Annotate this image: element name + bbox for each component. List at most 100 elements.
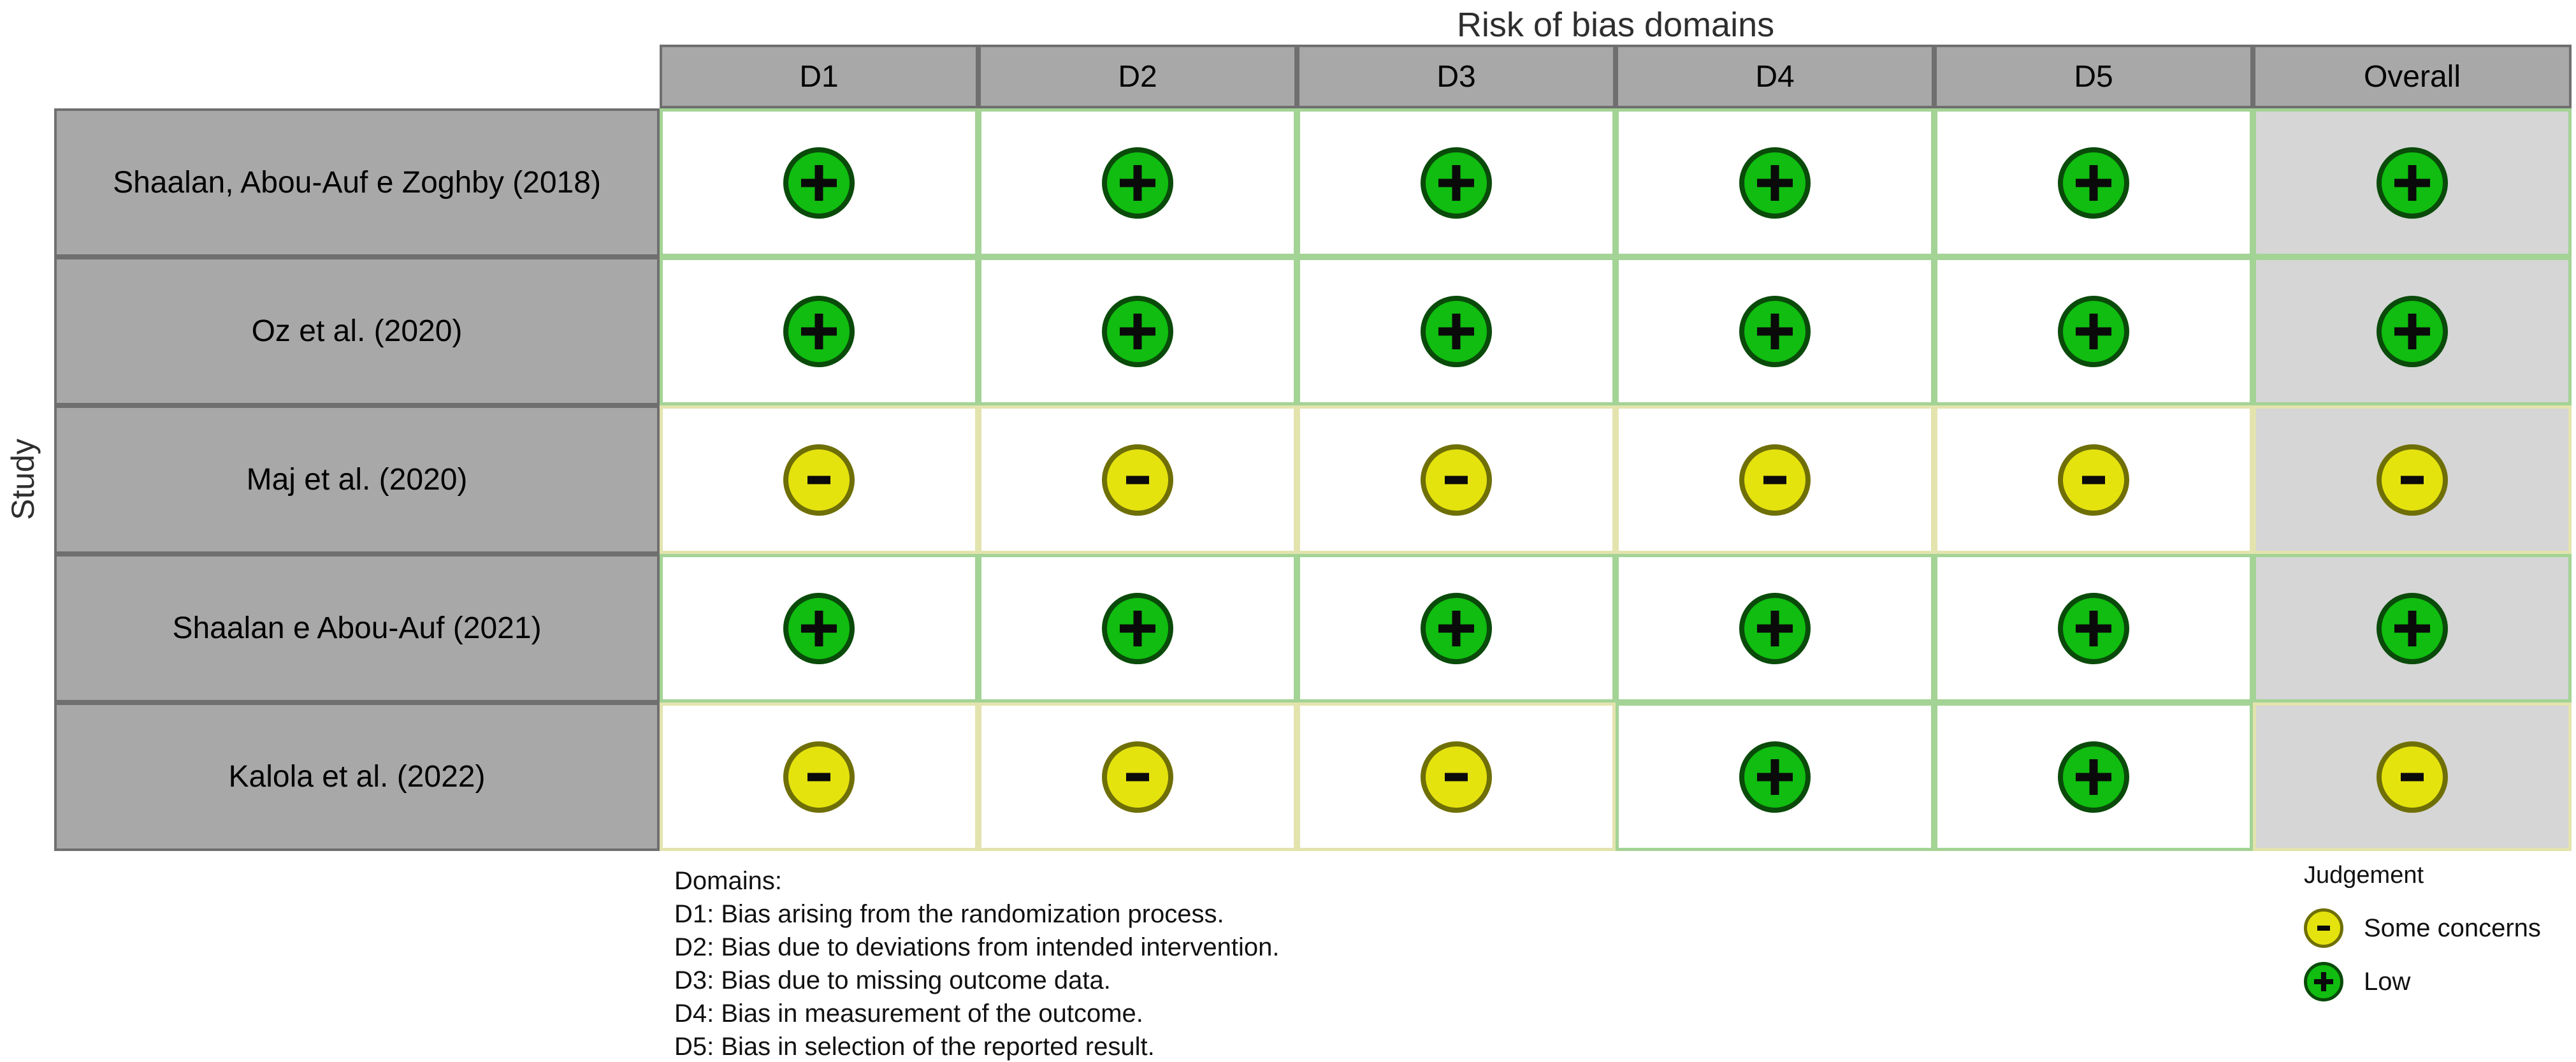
cell-d3-row-1 <box>1297 108 1616 257</box>
cell-d1-row-2 <box>660 257 978 405</box>
plus-icon <box>783 147 855 219</box>
symbol-bar <box>814 610 823 646</box>
plus-icon <box>783 295 855 367</box>
cell-d3-row-3 <box>1297 405 1616 554</box>
symbol-bar <box>2408 164 2417 201</box>
study-label-row-4: Shaalan e Abou-Auf (2021) <box>54 554 660 702</box>
minus-icon <box>2304 908 2343 948</box>
plus-icon <box>1102 295 1173 367</box>
plus-icon <box>2377 147 2448 219</box>
symbol-bar <box>2089 164 2098 201</box>
minus-icon <box>1102 444 1173 516</box>
cell-d5-row-1 <box>1934 108 2253 257</box>
symbol-bar <box>1126 476 1149 484</box>
symbol-bar <box>2089 610 2098 646</box>
cell-overall-row-3 <box>2253 405 2572 554</box>
cell-overall-row-5 <box>2253 702 2572 851</box>
plus-icon <box>1102 147 1173 219</box>
domains-legend-line-3: D3: Bias due to missing outcome data. <box>674 966 1111 994</box>
corner-spacer <box>54 45 660 108</box>
symbol-bar <box>814 313 823 349</box>
symbol-bar <box>2089 759 2098 795</box>
cell-overall-row-2 <box>2253 257 2572 405</box>
cell-d4-row-1 <box>1616 108 1934 257</box>
cell-d1-row-3 <box>660 405 978 554</box>
cell-d5-row-5 <box>1934 702 2253 851</box>
column-header-d4: D4 <box>1616 45 1934 108</box>
cell-d3-row-2 <box>1297 257 1616 405</box>
cell-d4-row-3 <box>1616 405 1934 554</box>
plus-icon <box>1739 741 1811 813</box>
symbol-bar <box>814 164 823 201</box>
domains-legend: Domains: D1: Bias arising from the rando… <box>674 864 1279 1062</box>
domains-legend-line-5: D5: Bias in selection of the reported re… <box>674 1033 1155 1061</box>
minus-icon <box>2377 741 2448 813</box>
domains-legend-line-4: D4: Bias in measurement of the outcome. <box>674 1000 1143 1028</box>
cell-d4-row-5 <box>1616 702 1934 851</box>
judgement-legend-heading: Judgement <box>2304 862 2424 889</box>
judgement-legend: Judgement Some concerns Low <box>2304 862 2541 1015</box>
symbol-bar <box>1445 773 1468 781</box>
judgement-legend-items: Some concerns Low <box>2304 908 2541 1001</box>
symbol-bar <box>2082 476 2105 484</box>
plus-icon <box>2377 295 2448 367</box>
plus-icon <box>783 592 855 664</box>
plus-icon <box>2058 592 2129 664</box>
plus-icon <box>1739 592 1811 664</box>
column-header-d2: D2 <box>978 45 1297 108</box>
symbol-bar <box>807 476 830 484</box>
study-label-row-3: Maj et al. (2020) <box>54 405 660 554</box>
plus-icon <box>1102 592 1173 664</box>
judgement-legend-label: Low <box>2364 967 2411 996</box>
y-axis-label: Study <box>5 439 41 520</box>
plus-icon <box>1739 295 1811 367</box>
cell-d3-row-5 <box>1297 702 1616 851</box>
judgement-legend-item-low: Low <box>2304 962 2541 1001</box>
plus-icon <box>2058 741 2129 813</box>
cell-d1-row-5 <box>660 702 978 851</box>
minus-icon <box>2058 444 2129 516</box>
symbol-bar <box>1770 313 1779 349</box>
symbol-bar <box>1133 164 1142 201</box>
judgement-legend-item-some_concerns: Some concerns <box>2304 908 2541 948</box>
symbol-bar <box>2401 476 2424 484</box>
symbol-bar <box>1770 610 1779 646</box>
plus-icon <box>2058 147 2129 219</box>
plus-icon <box>1421 147 1492 219</box>
plus-icon <box>1421 295 1492 367</box>
symbol-bar <box>2317 926 2330 931</box>
cell-d5-row-2 <box>1934 257 2253 405</box>
cell-overall-row-4 <box>2253 554 2572 702</box>
symbol-bar <box>1133 313 1142 349</box>
symbol-bar <box>1452 610 1461 646</box>
cell-d4-row-2 <box>1616 257 1934 405</box>
column-header-d1: D1 <box>660 45 978 108</box>
symbol-bar <box>1770 164 1779 201</box>
cell-d2-row-5 <box>978 702 1297 851</box>
domains-legend-items: D1: Bias arising from the randomization … <box>674 898 1279 1062</box>
domains-legend-line-1: D1: Bias arising from the randomization … <box>674 900 1224 928</box>
symbol-bar <box>1126 773 1149 781</box>
cell-d4-row-4 <box>1616 554 1934 702</box>
rob-grid: D1 D2 D3 D4 D5 Overall Shaalan, Abou-Auf e Zog… <box>54 45 2572 851</box>
column-header-overall: Overall <box>2253 45 2572 108</box>
column-header-d5: D5 <box>1934 45 2253 108</box>
study-label-row-2: Oz et al. (2020) <box>54 257 660 405</box>
minus-icon <box>783 741 855 813</box>
minus-icon <box>2377 444 2448 516</box>
study-label-row-1: Shaalan, Abou-Auf e Zoghby (2018) <box>54 108 660 257</box>
symbol-bar <box>2408 313 2417 349</box>
study-label-row-5: Kalola et al. (2022) <box>54 702 660 851</box>
symbol-bar <box>1452 313 1461 349</box>
minus-icon <box>1421 741 1492 813</box>
chart-title: Risk of bias domains <box>1456 6 1775 44</box>
minus-icon <box>1739 444 1811 516</box>
symbol-bar <box>1445 476 1468 484</box>
symbol-bar <box>1770 759 1779 795</box>
minus-icon <box>1102 741 1173 813</box>
cell-d1-row-1 <box>660 108 978 257</box>
domains-legend-heading: Domains: <box>674 867 782 895</box>
symbol-bar <box>1133 610 1142 646</box>
symbol-bar <box>2089 313 2098 349</box>
